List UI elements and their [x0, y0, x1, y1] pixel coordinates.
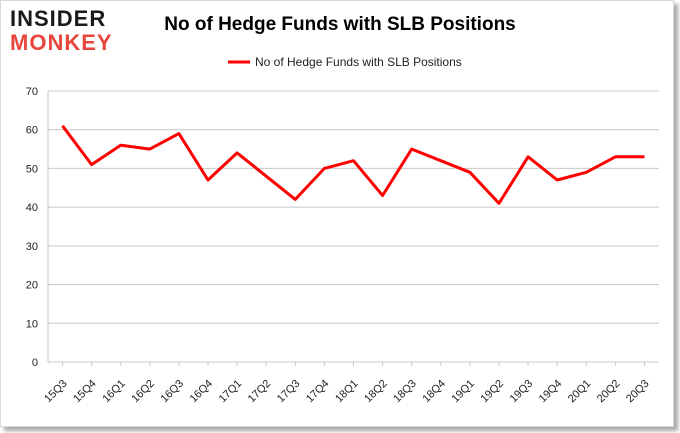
- legend-label: No of Hedge Funds with SLB Positions: [255, 55, 462, 69]
- x-tick-label: 20Q2: [595, 378, 623, 406]
- y-tick-label: 0: [32, 357, 38, 369]
- x-tick-label: 18Q4: [420, 378, 448, 406]
- series-group: [61, 124, 645, 205]
- insider-monkey-logo: INSIDER MONKEY: [10, 8, 130, 56]
- y-tick-label: 30: [26, 241, 38, 253]
- x-tick-label: 17Q1: [217, 378, 245, 406]
- chart-title: No of Hedge Funds with SLB Positions: [164, 14, 516, 35]
- x-tick-label: 16Q1: [100, 378, 128, 406]
- chart-frame: [0, 0, 674, 427]
- x-tick-label: 15Q3: [42, 378, 70, 406]
- y-tick-label: 40: [26, 202, 38, 214]
- x-axis-ticks: 15Q3 15Q4 16Q1 16Q2 16Q3 16Q4 17Q1 17Q2 17Q3 17Q4…: [42, 362, 652, 406]
- x-tick-label: 19Q1: [449, 378, 477, 406]
- x-tick-label: 19Q2: [479, 378, 507, 406]
- y-tick-label: 70: [26, 86, 38, 98]
- x-tick-label: 19Q4: [537, 378, 565, 406]
- x-tick-label: 17Q3: [275, 378, 303, 406]
- x-tick-label: 16Q3: [159, 378, 187, 406]
- y-tick-label: 20: [26, 280, 38, 292]
- x-tick-label: 18Q1: [333, 378, 361, 406]
- x-tick-label: 16Q2: [129, 378, 157, 406]
- x-tick-label: 17Q4: [304, 378, 332, 406]
- series-line: [61, 124, 645, 205]
- y-tick-label: 10: [26, 318, 38, 330]
- x-tick-label: 20Q3: [624, 378, 652, 406]
- x-tick-label: 19Q3: [508, 378, 536, 406]
- y-tick-label: 60: [26, 125, 38, 137]
- legend: No of Hedge Funds with SLB Positions: [228, 55, 462, 69]
- logo-line-1: INSIDER: [10, 6, 107, 31]
- x-tick-label: 20Q1: [566, 378, 594, 406]
- logo-line-2: MONKEY: [10, 30, 113, 55]
- y-axis-ticks: 0 10 20 30 40 50 60 70: [26, 86, 38, 369]
- x-tick-label: 18Q2: [362, 378, 390, 406]
- x-tick-label: 18Q3: [391, 378, 419, 406]
- y-tick-label: 50: [26, 163, 38, 175]
- x-tick-label: 15Q4: [71, 378, 99, 406]
- x-tick-label: 17Q2: [246, 378, 274, 406]
- x-tick-label: 16Q4: [188, 378, 216, 406]
- gridlines: [47, 90, 659, 363]
